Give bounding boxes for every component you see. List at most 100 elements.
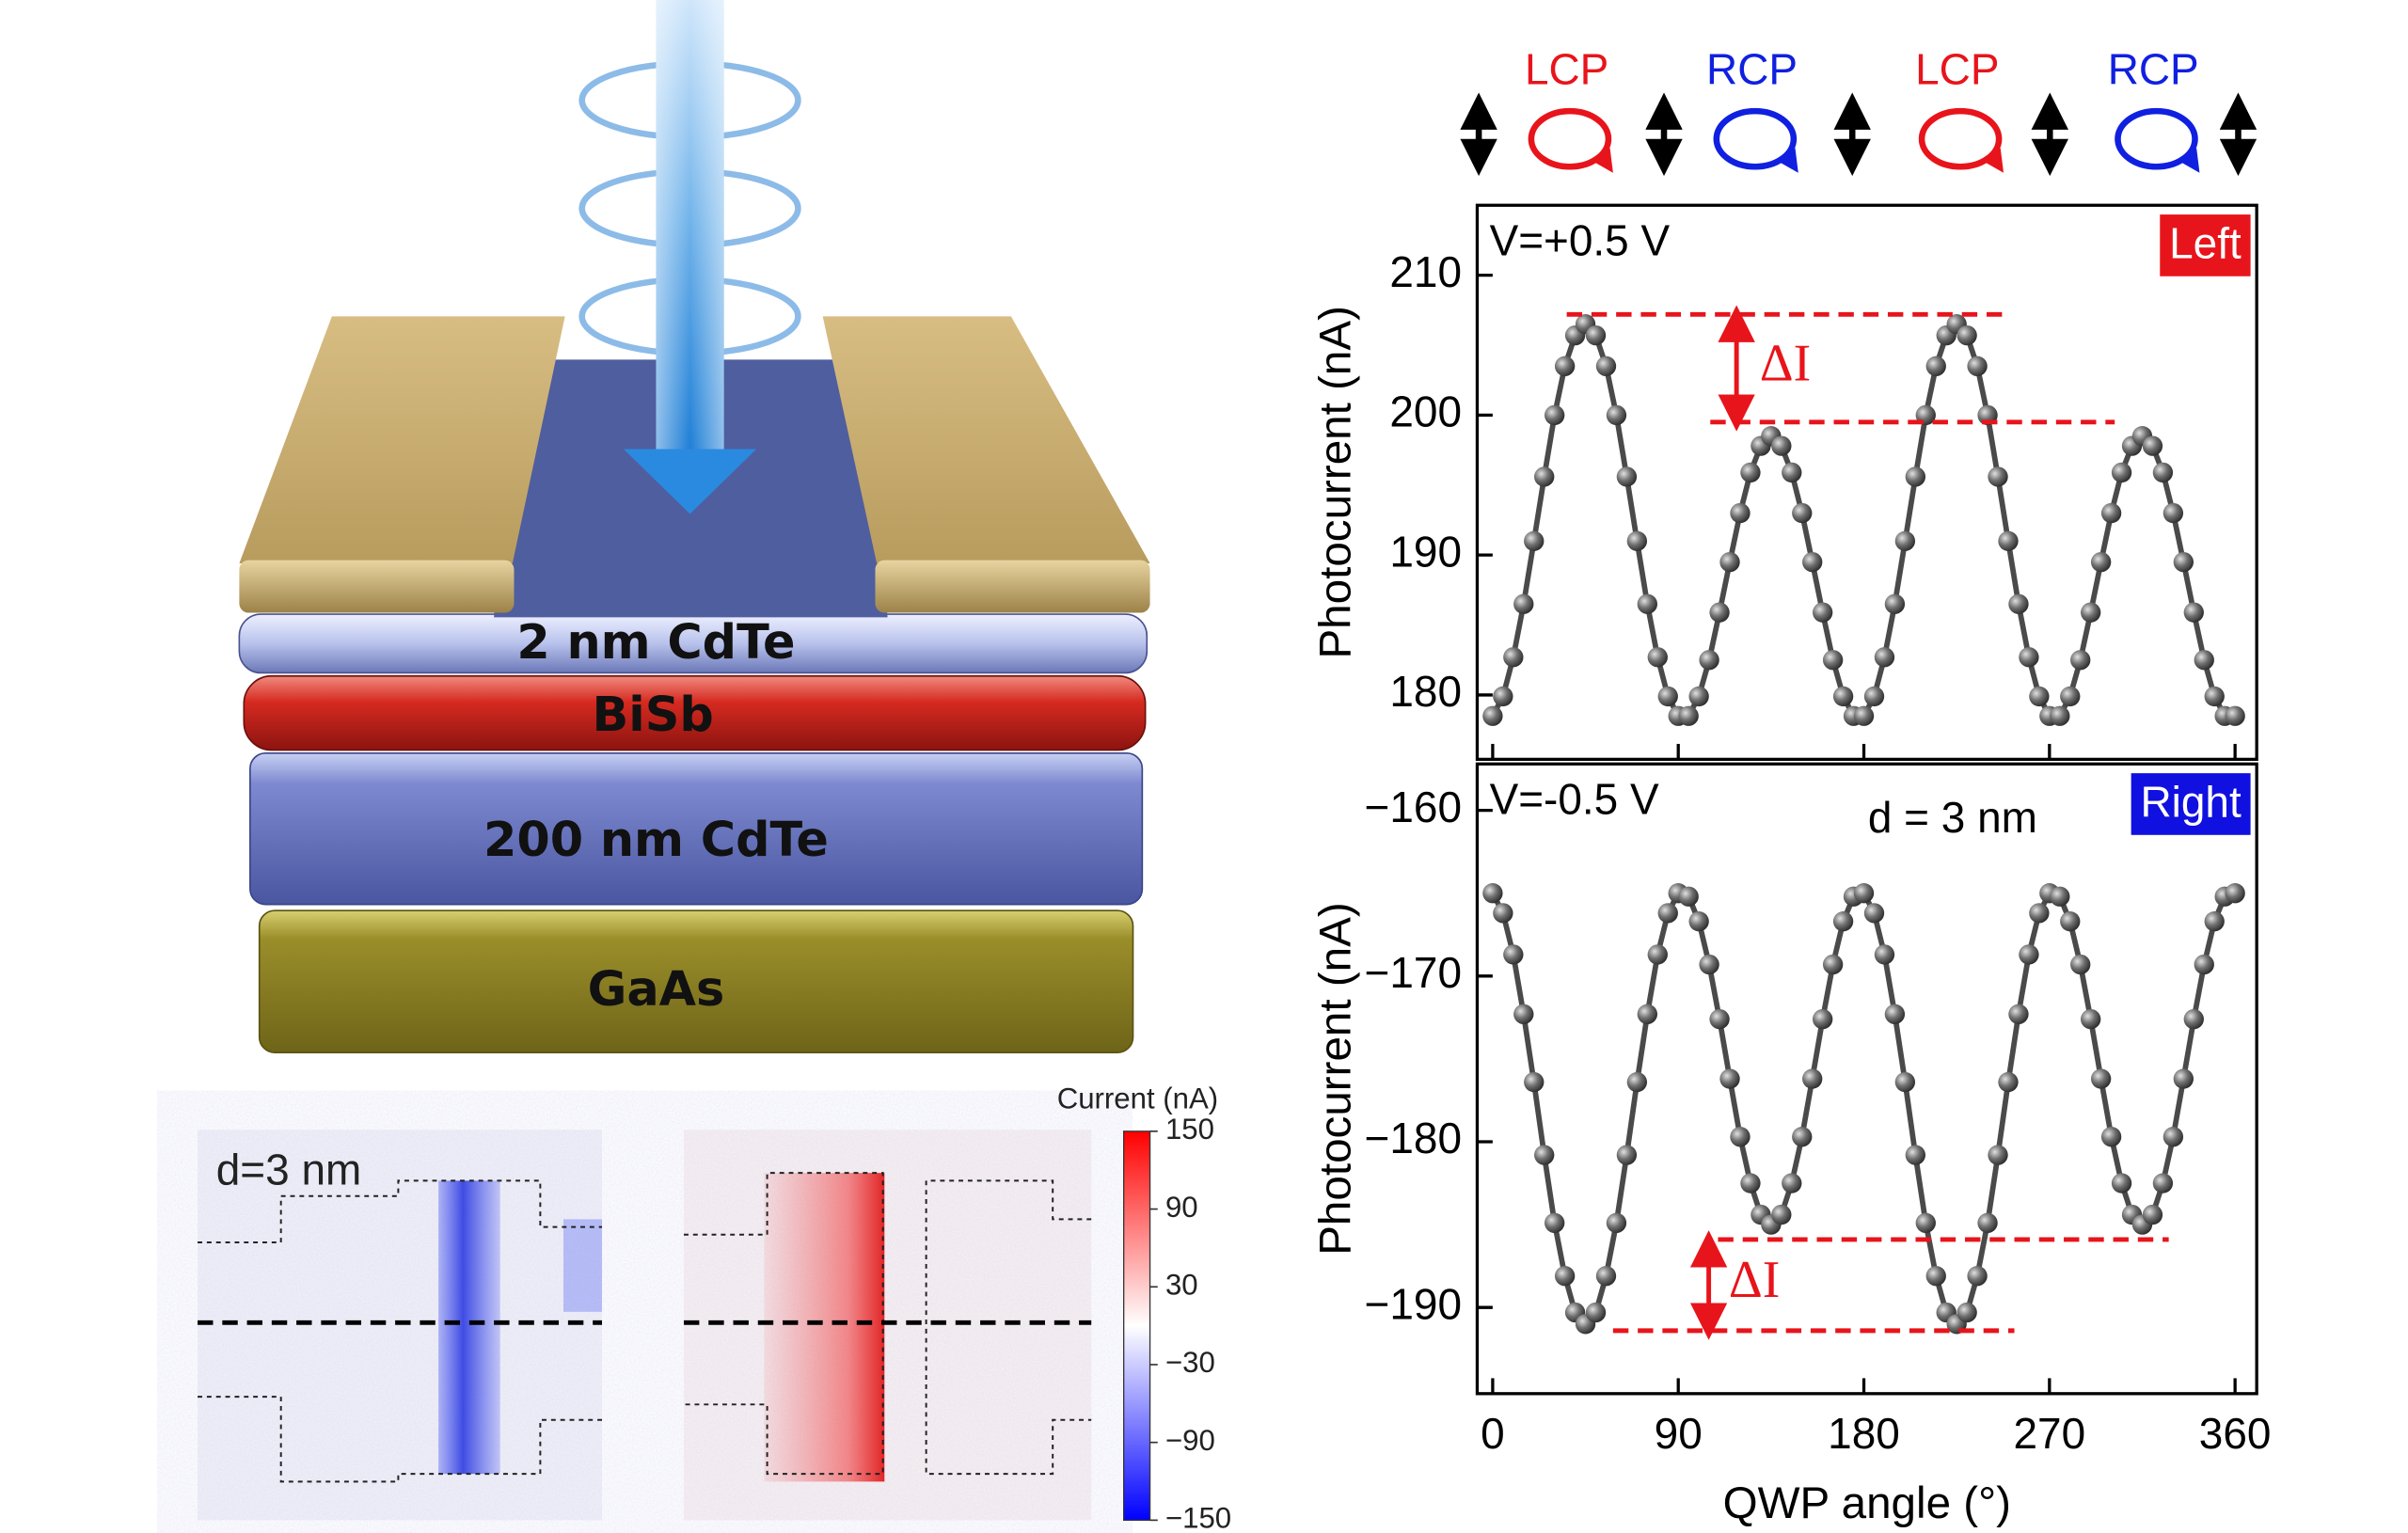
data-point [1585,1302,1607,1323]
x-tick-label: 270 [2014,1409,2086,1458]
y-axis-title: Photocurrent (nA) [1310,306,1360,659]
data-point [1905,466,1925,487]
polarization-icon [1528,107,1612,170]
data-point [2050,705,2070,726]
left-pad [239,316,565,563]
data-point [1853,883,1875,904]
y-tick-label: −170 [1365,948,1462,997]
colorbar [1123,1130,1151,1522]
data-point [1616,466,1638,487]
data-point [1782,1173,1802,1193]
plot-frame [1475,762,2258,1396]
data-point [2070,650,2091,671]
polarization-label: LCP [1915,44,1999,93]
polarization-label: RCP [1706,44,1798,93]
map-stripe [438,1180,500,1475]
data-point [1884,593,1906,614]
delta-label: ΔI [1760,334,1811,392]
data-point [1554,1266,1576,1287]
direction-tag-bg [2160,214,2251,277]
data-point [1925,1266,1946,1287]
data-point [1998,1071,2019,1093]
x-tick-label: 90 [1655,1409,1703,1458]
condition-label: V=-0.5 V [1490,774,1659,823]
light-arrowhead [623,449,757,514]
data-point [1802,551,1823,573]
map-stripe [562,1219,603,1312]
data-point [2162,502,2184,524]
y-axis-title: Photocurrent (nA) [1310,902,1360,1256]
layer-label: BiSb [593,687,714,742]
direction-tag: Left [2169,219,2242,268]
data-point [2111,1173,2132,1193]
data-point [1616,1145,1638,1165]
data-point [1874,647,1895,668]
y-tick-label: 190 [1389,527,1462,576]
data-point [2152,462,2174,483]
data-point [1699,650,1719,671]
data-point [2142,435,2163,456]
data-point [2194,650,2214,671]
colorbar-tick-label: −90 [1165,1424,1215,1457]
data-point [1709,1008,1730,1030]
x-tick-label: 180 [1828,1409,1900,1458]
right-pad [822,316,1150,563]
data-point [1740,462,1761,483]
data-point [1730,502,1751,524]
colorbar-title: Current (nA) [1057,1082,1218,1114]
polarization-icon [2115,107,2198,170]
data-point [2183,1008,2204,1030]
data-point [1905,1145,1925,1165]
cdte-thick-layer [249,751,1144,906]
data-point [1482,705,1503,726]
data-point [1792,1127,1813,1147]
colorbar-tick-label: 30 [1165,1268,1198,1301]
x-axis-title: QWP angle (°) [1723,1478,2011,1528]
data-point [1678,705,1699,726]
delta-label: ΔI [1729,1251,1780,1309]
data-point [1967,356,1988,377]
data-point [1513,593,1534,614]
data-point [1730,1127,1751,1147]
colorbar-tick-label: −30 [1165,1346,1215,1379]
data-point [1863,686,1885,707]
map-stripe [764,1173,885,1482]
data-point [1545,404,1565,426]
polarization-icon-arrow [1776,148,1798,173]
data-point [1988,466,2008,487]
data-point [2173,551,2194,573]
data-point [2008,593,2029,614]
data-point [2225,705,2245,726]
map-label: d=3 nm [216,1145,362,1193]
y-tick-label: −180 [1365,1114,1462,1162]
condition-label: V=+0.5 V [1490,215,1671,264]
data-line [1490,320,2236,719]
data-point [1493,903,1513,924]
data-point [2152,1173,2174,1193]
data-point [2204,911,2225,932]
data-point [1647,647,1668,668]
light-beam-shine [656,0,724,451]
data-point [1771,1204,1792,1225]
data-point [1967,1266,1988,1287]
polarization-icon-arrow [1982,148,2004,173]
data-point [1595,1266,1617,1287]
data-point [2100,1127,2122,1147]
data-point [1524,530,1545,551]
gaas-layer [258,909,1134,1053]
colorbar-tick-label: −150 [1165,1502,1231,1533]
data-point [1626,530,1648,551]
data-point [1657,686,1678,707]
data-point [1606,404,1627,426]
layer-label: GaAs [588,961,725,1017]
y-tick-label: 180 [1389,667,1462,716]
data-point [1493,686,1513,707]
polarization-icon [1918,107,2003,170]
data-point [1813,1008,1833,1030]
data-point [1657,903,1678,924]
data-point [2060,686,2081,707]
data-point [1554,356,1576,377]
data-point [2173,1068,2194,1089]
data-point [1998,530,2019,551]
data-point [1699,954,1719,975]
